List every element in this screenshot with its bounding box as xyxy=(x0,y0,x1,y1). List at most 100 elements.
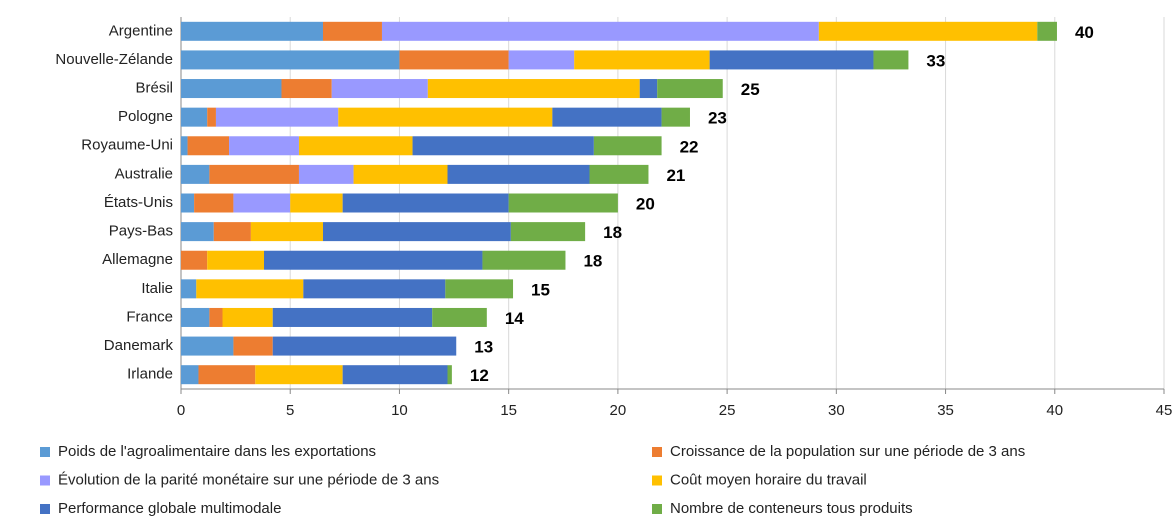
total-label: 23 xyxy=(708,109,727,128)
bar-segment xyxy=(181,336,234,356)
legend-swatch xyxy=(652,447,662,457)
bar-segment xyxy=(303,279,446,299)
y-tick-label: Irlande xyxy=(127,366,173,383)
total-label: 25 xyxy=(741,80,760,99)
bar-segment xyxy=(198,365,256,385)
bar-segment xyxy=(399,50,509,70)
bar-segment xyxy=(322,222,511,242)
bar-segment xyxy=(181,193,195,213)
bar-segment xyxy=(281,79,332,99)
total-label: 14 xyxy=(505,309,524,328)
legend-label: Croissance de la population sur une péri… xyxy=(670,443,1025,460)
legend-label: Coût moyen horaire du travail xyxy=(670,471,867,488)
bar-segment xyxy=(342,365,448,385)
legend-swatch xyxy=(40,447,50,457)
legend-swatch xyxy=(652,475,662,486)
legend-swatch xyxy=(652,504,662,514)
bar-segment xyxy=(298,136,413,156)
x-tick-label: 35 xyxy=(937,402,954,419)
x-tick-label: 15 xyxy=(500,402,517,419)
bar-segment xyxy=(194,193,234,213)
x-tick-label: 20 xyxy=(610,402,627,419)
y-tick-label: Allemagne xyxy=(102,251,173,268)
y-tick-label: États-Unis xyxy=(104,194,173,211)
bar-segment xyxy=(657,79,723,99)
bar-segment xyxy=(432,307,487,327)
y-tick-label: Nouvelle-Zélande xyxy=(55,51,173,68)
x-tick-label: 25 xyxy=(719,402,736,419)
y-tick-label: Argentine xyxy=(109,22,173,39)
bar-segment xyxy=(233,336,273,356)
bar-segment xyxy=(338,107,553,127)
y-tick-label: Italie xyxy=(141,280,173,297)
bar-segment xyxy=(639,79,658,99)
y-tick-label: Royaume-Uni xyxy=(81,137,173,154)
bar-segment xyxy=(272,336,457,356)
x-tick-label: 10 xyxy=(391,402,408,419)
bar-segment xyxy=(331,79,428,99)
bar-segment xyxy=(298,164,354,184)
bar-segment xyxy=(342,193,509,213)
x-tick-label: 0 xyxy=(177,402,185,419)
total-label: 18 xyxy=(583,252,602,271)
total-label: 12 xyxy=(470,366,489,385)
bar-segment xyxy=(589,164,649,184)
y-tick-label: Pologne xyxy=(118,108,173,125)
bar-segment xyxy=(322,21,382,41)
bar-segment xyxy=(873,50,909,70)
bar-segment xyxy=(593,136,662,156)
bar-segment xyxy=(255,365,343,385)
bar-segment xyxy=(818,21,1038,41)
y-tick-label: France xyxy=(126,308,173,325)
total-label: 22 xyxy=(680,137,699,156)
bar-segment xyxy=(508,193,618,213)
total-label: 40 xyxy=(1075,23,1094,42)
bar-segment xyxy=(213,222,251,242)
bar-segment xyxy=(181,307,210,327)
bar-segment xyxy=(207,250,265,270)
bar-segment xyxy=(272,307,433,327)
bar-segment xyxy=(445,279,514,299)
bar-segment xyxy=(290,193,343,213)
bar-segment xyxy=(181,222,214,242)
bar-segment xyxy=(661,107,690,127)
bar-segment xyxy=(552,107,662,127)
bar-segment xyxy=(209,164,299,184)
bar-segment xyxy=(207,107,216,127)
x-tick-label: 40 xyxy=(1046,402,1063,419)
legend-label: Évolution de la parité monétaire sur une… xyxy=(58,471,439,488)
bar-segment xyxy=(181,365,199,385)
bar-segment xyxy=(181,21,323,41)
bar-segment xyxy=(510,222,586,242)
bar-segment xyxy=(381,21,819,41)
bar-segment xyxy=(181,279,197,299)
bar-segment xyxy=(229,136,299,156)
bar-segment xyxy=(264,250,483,270)
y-tick-label: Danemark xyxy=(104,337,174,354)
total-label: 13 xyxy=(474,338,493,357)
legend-label: Performance globale multimodale xyxy=(58,500,281,517)
total-label: 18 xyxy=(603,223,622,242)
x-tick-label: 5 xyxy=(286,402,294,419)
y-tick-label: Pays-Bas xyxy=(109,223,173,240)
bar-segment xyxy=(181,250,208,270)
bar-segment xyxy=(508,50,575,70)
y-tick-label: Brésil xyxy=(135,80,173,97)
legend-swatch xyxy=(40,504,50,514)
bar-segment xyxy=(1037,21,1057,41)
bar-segment xyxy=(181,136,188,156)
total-label: 20 xyxy=(636,194,655,213)
x-tick-label: 30 xyxy=(828,402,845,419)
total-label: 33 xyxy=(926,51,945,70)
bar-segment xyxy=(222,307,273,327)
bar-segment xyxy=(709,50,874,70)
legend-swatch xyxy=(40,475,50,486)
bar-segment xyxy=(209,307,223,327)
bar-segment xyxy=(187,136,230,156)
bar-segment xyxy=(482,250,566,270)
bar-segment xyxy=(181,50,400,70)
legend-label: Nombre de conteneurs tous produits xyxy=(670,500,913,517)
legend-label: Poids de l'agroalimentaire dans les expo… xyxy=(58,443,376,460)
bar-segment xyxy=(181,164,210,184)
